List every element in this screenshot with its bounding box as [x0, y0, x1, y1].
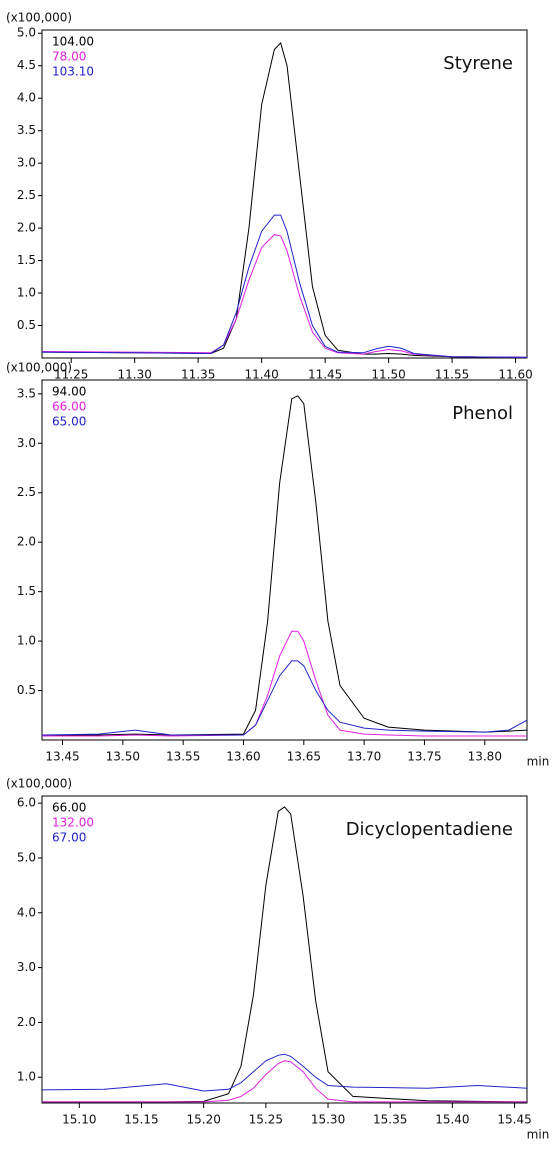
x-tick-label: 11.55 — [435, 368, 469, 382]
y-tick-label: 4.0 — [17, 905, 36, 919]
series-line — [42, 234, 527, 358]
y-tick-label: 1.0 — [17, 286, 36, 300]
x-tick-label: 13.65 — [287, 750, 321, 764]
x-tick-label: 15.10 — [62, 1113, 96, 1127]
x-tick-label: 11.35 — [181, 368, 215, 382]
y-tick-label: 5.0 — [17, 26, 36, 40]
y-tick-label: 3.0 — [17, 156, 36, 170]
y-tick-label: 2.5 — [17, 485, 36, 499]
legend-entry: 103.10 — [52, 65, 94, 79]
y-tick-label: 3.5 — [17, 123, 36, 137]
x-tick-label: 11.60 — [498, 368, 532, 382]
y-tick-label: 2.0 — [17, 221, 36, 235]
y-tick-label: 1.0 — [17, 1070, 36, 1084]
series-line — [42, 630, 527, 737]
x-tick-label: 13.45 — [45, 750, 79, 764]
x-tick-label: 15.20 — [186, 1113, 220, 1127]
y-tick-label: 0.5 — [17, 683, 36, 697]
plot-frame — [41, 29, 528, 359]
chart-title: Styrene — [443, 53, 513, 74]
series-line — [42, 660, 527, 736]
x-axis-label: min — [527, 755, 550, 769]
x-tick-label: 13.80 — [468, 750, 502, 764]
y-tick-label: 0.5 — [17, 318, 36, 332]
y-tick-label: 5.0 — [17, 850, 36, 864]
series-line — [42, 395, 527, 736]
legend-entry: 104.00 — [52, 35, 94, 49]
series-line — [42, 1053, 527, 1092]
plot-frame — [41, 379, 528, 741]
x-tick-label: 15.30 — [311, 1113, 345, 1127]
y-tick-label: 6.0 — [17, 796, 36, 810]
y-tick-label: 3.0 — [17, 960, 36, 974]
y-tick-label: 3.0 — [17, 436, 36, 450]
y-axis-label: (x100,000) — [6, 361, 72, 375]
x-tick-label: 11.25 — [54, 368, 88, 382]
series-line — [42, 214, 527, 358]
x-tick-label: 13.50 — [106, 750, 140, 764]
legend-entry: 67.00 — [52, 831, 86, 845]
series-line — [42, 1060, 527, 1103]
y-tick-label: 1.5 — [17, 584, 36, 598]
x-tick-label: 11.30 — [118, 368, 152, 382]
x-tick-label: 15.35 — [373, 1113, 407, 1127]
x-tick-label: 15.40 — [435, 1113, 469, 1127]
y-tick-label: 2.0 — [17, 535, 36, 549]
legend-entry: 94.00 — [52, 385, 86, 399]
x-tick-label: 11.50 — [371, 368, 405, 382]
legend-entry: 78.00 — [52, 50, 86, 64]
plot-frame — [41, 795, 528, 1104]
x-axis-label: min — [527, 1128, 550, 1142]
y-tick-label: 1.0 — [17, 634, 36, 648]
x-tick-label: 11.45 — [308, 368, 342, 382]
y-tick-label: 2.0 — [17, 1015, 36, 1029]
x-tick-label: 13.75 — [407, 750, 441, 764]
y-axis-label: (x100,000) — [6, 11, 72, 25]
x-tick-label: 15.45 — [497, 1113, 531, 1127]
series-line — [42, 42, 527, 358]
y-tick-label: 4.5 — [17, 58, 36, 72]
legend-entry: 132.00 — [52, 816, 94, 830]
y-tick-label: 3.5 — [17, 386, 36, 400]
legend-entry: 65.00 — [52, 415, 86, 429]
x-tick-label: 13.70 — [347, 750, 381, 764]
x-tick-label: 13.60 — [226, 750, 260, 764]
y-axis-label: (x100,000) — [6, 777, 72, 791]
x-tick-label: 11.40 — [244, 368, 278, 382]
chart-title: Dicyclopentadiene — [346, 819, 513, 840]
y-tick-label: 2.5 — [17, 188, 36, 202]
legend-entry: 66.00 — [52, 801, 86, 815]
chart-title: Phenol — [452, 403, 513, 424]
y-tick-label: 4.0 — [17, 91, 36, 105]
x-tick-label: 15.15 — [124, 1113, 158, 1127]
series-line — [42, 806, 527, 1103]
x-tick-label: 13.55 — [166, 750, 200, 764]
legend-entry: 66.00 — [52, 400, 86, 414]
x-tick-label: 15.25 — [249, 1113, 283, 1127]
y-tick-label: 1.5 — [17, 253, 36, 267]
